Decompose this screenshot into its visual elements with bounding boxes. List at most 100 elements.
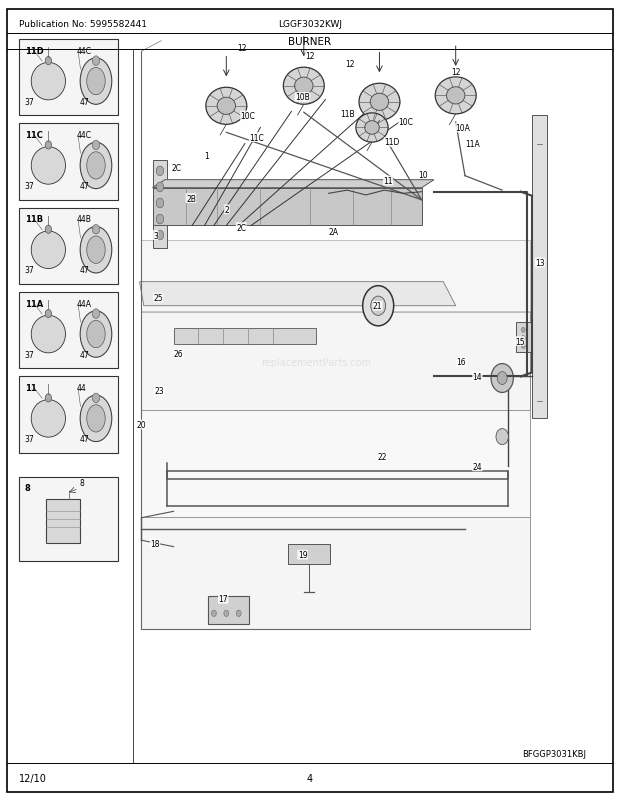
- Circle shape: [156, 167, 164, 176]
- Circle shape: [92, 141, 100, 151]
- Text: 17: 17: [218, 594, 228, 604]
- Ellipse shape: [33, 245, 45, 256]
- Circle shape: [496, 429, 508, 445]
- Ellipse shape: [43, 67, 54, 79]
- Ellipse shape: [359, 84, 400, 121]
- Text: 11A: 11A: [466, 140, 480, 149]
- Ellipse shape: [43, 404, 54, 415]
- Polygon shape: [140, 282, 456, 306]
- Text: 10B: 10B: [295, 93, 310, 103]
- Text: 44C: 44C: [76, 47, 91, 55]
- Ellipse shape: [80, 227, 112, 273]
- Polygon shape: [141, 241, 530, 313]
- Circle shape: [45, 310, 51, 318]
- Circle shape: [211, 610, 216, 617]
- Ellipse shape: [43, 320, 54, 331]
- Text: 11C: 11C: [249, 133, 264, 143]
- Text: BURNER: BURNER: [288, 37, 332, 47]
- Text: 21: 21: [373, 302, 383, 311]
- Ellipse shape: [365, 122, 379, 135]
- Ellipse shape: [87, 152, 105, 180]
- Text: 23: 23: [154, 387, 164, 396]
- Text: 44: 44: [76, 383, 86, 392]
- Text: 20: 20: [136, 420, 146, 430]
- Ellipse shape: [80, 311, 112, 358]
- Text: 11A: 11A: [25, 299, 43, 308]
- Ellipse shape: [370, 94, 389, 111]
- Polygon shape: [153, 160, 167, 249]
- Circle shape: [45, 58, 51, 66]
- Bar: [19, 40, 118, 116]
- Text: 47: 47: [80, 350, 90, 359]
- Ellipse shape: [52, 76, 64, 87]
- Bar: [19, 377, 118, 453]
- Text: 2A: 2A: [329, 228, 339, 237]
- Ellipse shape: [52, 329, 64, 340]
- Text: 26: 26: [174, 350, 184, 359]
- Circle shape: [92, 225, 100, 235]
- Text: 12: 12: [345, 59, 355, 69]
- Ellipse shape: [87, 237, 105, 264]
- Text: 10A: 10A: [456, 124, 471, 133]
- Ellipse shape: [31, 232, 66, 269]
- Ellipse shape: [446, 87, 465, 105]
- Polygon shape: [141, 411, 530, 517]
- Text: 47: 47: [80, 98, 90, 107]
- Text: 2C: 2C: [172, 164, 182, 173]
- Text: 10: 10: [418, 170, 428, 180]
- Polygon shape: [153, 188, 422, 226]
- Ellipse shape: [87, 68, 105, 95]
- Text: 47: 47: [80, 182, 90, 191]
- Text: 37: 37: [25, 266, 35, 275]
- Ellipse shape: [43, 86, 54, 96]
- Text: 16: 16: [456, 358, 466, 367]
- Ellipse shape: [43, 253, 54, 265]
- Circle shape: [156, 215, 164, 225]
- Text: 37: 37: [25, 182, 35, 191]
- Text: 11D: 11D: [25, 47, 43, 55]
- Bar: [208, 596, 249, 624]
- Ellipse shape: [87, 405, 105, 432]
- Circle shape: [491, 364, 513, 393]
- Text: 14: 14: [472, 372, 482, 382]
- Text: 47: 47: [80, 435, 90, 444]
- Ellipse shape: [294, 78, 313, 95]
- Text: 44A: 44A: [76, 299, 91, 308]
- Text: 10C: 10C: [241, 111, 255, 121]
- Bar: [288, 545, 330, 564]
- Ellipse shape: [206, 88, 247, 125]
- Bar: [19, 209, 118, 285]
- Text: 11: 11: [383, 176, 393, 186]
- Ellipse shape: [43, 169, 54, 180]
- Ellipse shape: [80, 59, 112, 105]
- Text: 12: 12: [237, 43, 247, 53]
- Text: 24: 24: [472, 462, 482, 472]
- Ellipse shape: [435, 78, 476, 115]
- Bar: [19, 293, 118, 369]
- Text: 3: 3: [153, 231, 158, 241]
- Circle shape: [521, 336, 525, 341]
- Text: 11B: 11B: [25, 215, 43, 224]
- Circle shape: [236, 610, 241, 617]
- Ellipse shape: [33, 329, 45, 340]
- Ellipse shape: [31, 316, 66, 354]
- Polygon shape: [141, 517, 530, 630]
- Text: BFGGP3031KBJ: BFGGP3031KBJ: [522, 749, 586, 758]
- Ellipse shape: [43, 338, 54, 349]
- Polygon shape: [141, 311, 530, 411]
- Text: 12/10: 12/10: [19, 773, 46, 783]
- Circle shape: [521, 344, 525, 349]
- Polygon shape: [532, 116, 547, 419]
- Ellipse shape: [43, 236, 54, 247]
- Text: 18: 18: [150, 539, 160, 549]
- Text: 4: 4: [307, 773, 313, 783]
- Bar: [46, 499, 80, 544]
- Circle shape: [92, 310, 100, 319]
- Text: 44B: 44B: [76, 215, 91, 224]
- Ellipse shape: [31, 400, 66, 438]
- Ellipse shape: [31, 148, 66, 185]
- Circle shape: [156, 199, 164, 209]
- Text: 37: 37: [25, 435, 35, 444]
- Text: 15: 15: [515, 337, 525, 346]
- Text: 12: 12: [451, 67, 461, 77]
